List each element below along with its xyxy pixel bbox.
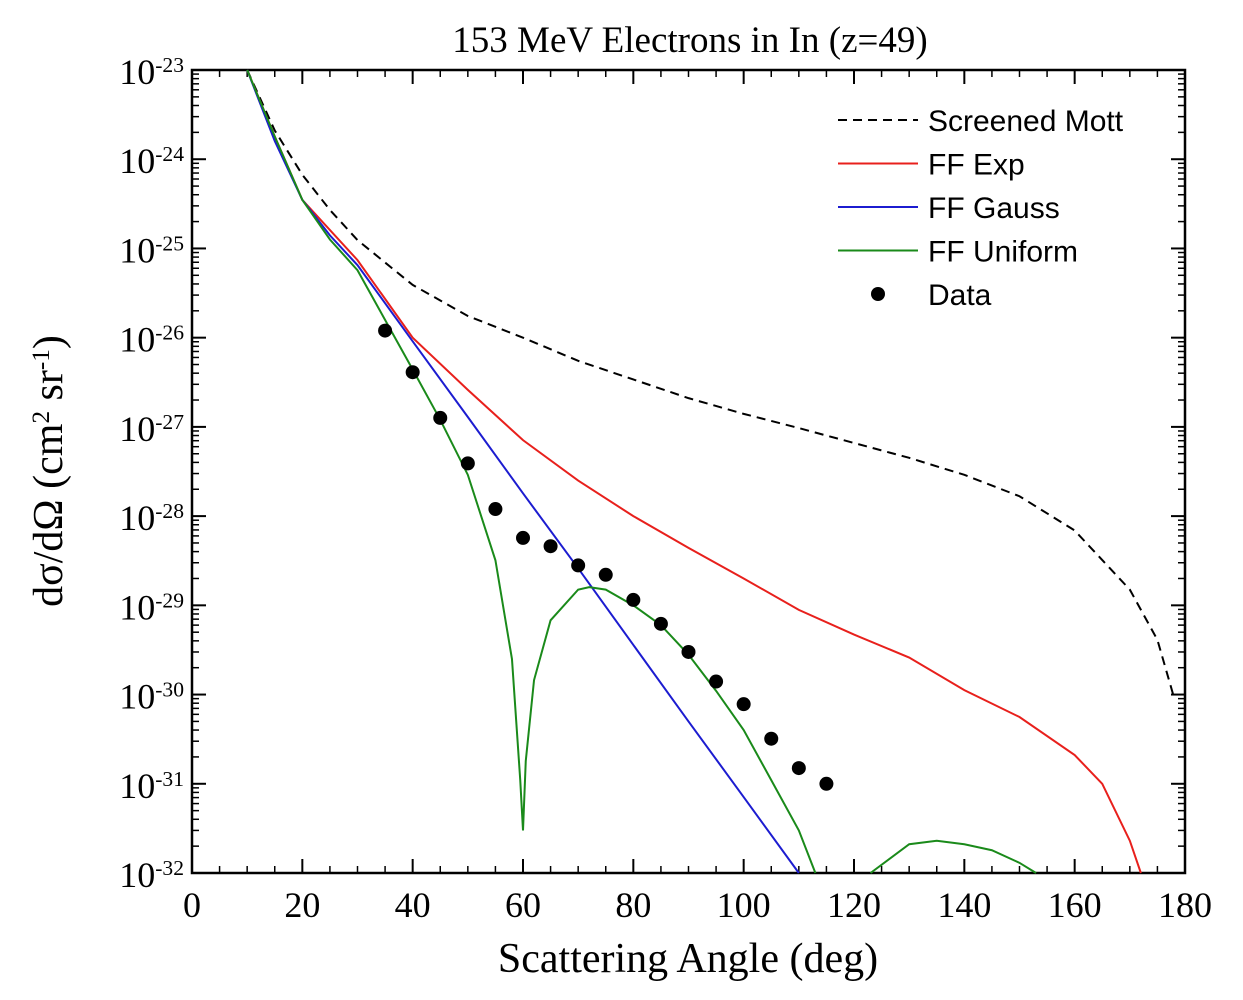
y-axis-label: dσ/dΩ (cm2 sr-1): [26, 335, 72, 607]
y-tick-label: 10-26: [119, 320, 184, 360]
chart-title: 153 MeV Electrons in In (z=49): [452, 20, 927, 61]
x-tick-label: 80: [615, 885, 651, 925]
data-point: [598, 567, 613, 582]
legend-label: Screened Mott: [928, 105, 1124, 138]
x-tick-label: 20: [284, 885, 320, 925]
data-point: [460, 456, 475, 471]
x-tick-label: 160: [1048, 885, 1102, 925]
data-point: [819, 776, 834, 791]
y-tick-label: 10-23: [119, 52, 184, 92]
series-line: [246, 69, 1142, 874]
data-point: [405, 365, 420, 380]
y-tick-label: 10-30: [119, 677, 184, 717]
data-point: [681, 644, 696, 659]
x-tick-label: 40: [395, 885, 431, 925]
plot-frame: [190, 68, 1187, 875]
y-tick-label: 10-29: [119, 587, 184, 627]
x-axis-label: Scattering Angle (deg): [498, 936, 878, 982]
data-point: [571, 558, 586, 573]
x-tick-label: 60: [505, 885, 541, 925]
data-point: [516, 530, 530, 545]
series-line: [246, 69, 1037, 874]
y-tick-label: 10-32: [119, 855, 184, 895]
data-point: [626, 592, 641, 607]
y-tick-label: 10-28: [119, 498, 184, 538]
data-point: [378, 323, 393, 338]
legend-marker: [871, 287, 885, 301]
data-point: [791, 761, 806, 776]
data-point: [764, 731, 779, 746]
x-tick-label: 0: [183, 885, 201, 925]
data-point: [653, 616, 668, 631]
series-line: [246, 69, 800, 874]
legend-label: FF Exp: [928, 149, 1025, 182]
data-point: [488, 502, 503, 517]
y-tick-label: 10-24: [119, 141, 184, 181]
x-tick-label: 140: [937, 885, 991, 925]
legend-label: Data: [928, 279, 992, 312]
data-point: [543, 539, 558, 554]
legend-label: FF Gauss: [928, 192, 1060, 225]
y-tick-label: 10-25: [119, 230, 184, 270]
data-point: [433, 410, 448, 425]
x-tick-label: 100: [717, 885, 771, 925]
y-tick-label: 10-31: [119, 766, 184, 806]
legend-label: FF Uniform: [928, 236, 1078, 269]
series-line: [246, 69, 1175, 698]
y-tick-label: 10-27: [119, 409, 184, 449]
x-tick-label: 120: [827, 885, 881, 925]
data-point: [736, 697, 751, 712]
x-tick-label: 180: [1158, 885, 1212, 925]
data-point: [709, 674, 724, 689]
